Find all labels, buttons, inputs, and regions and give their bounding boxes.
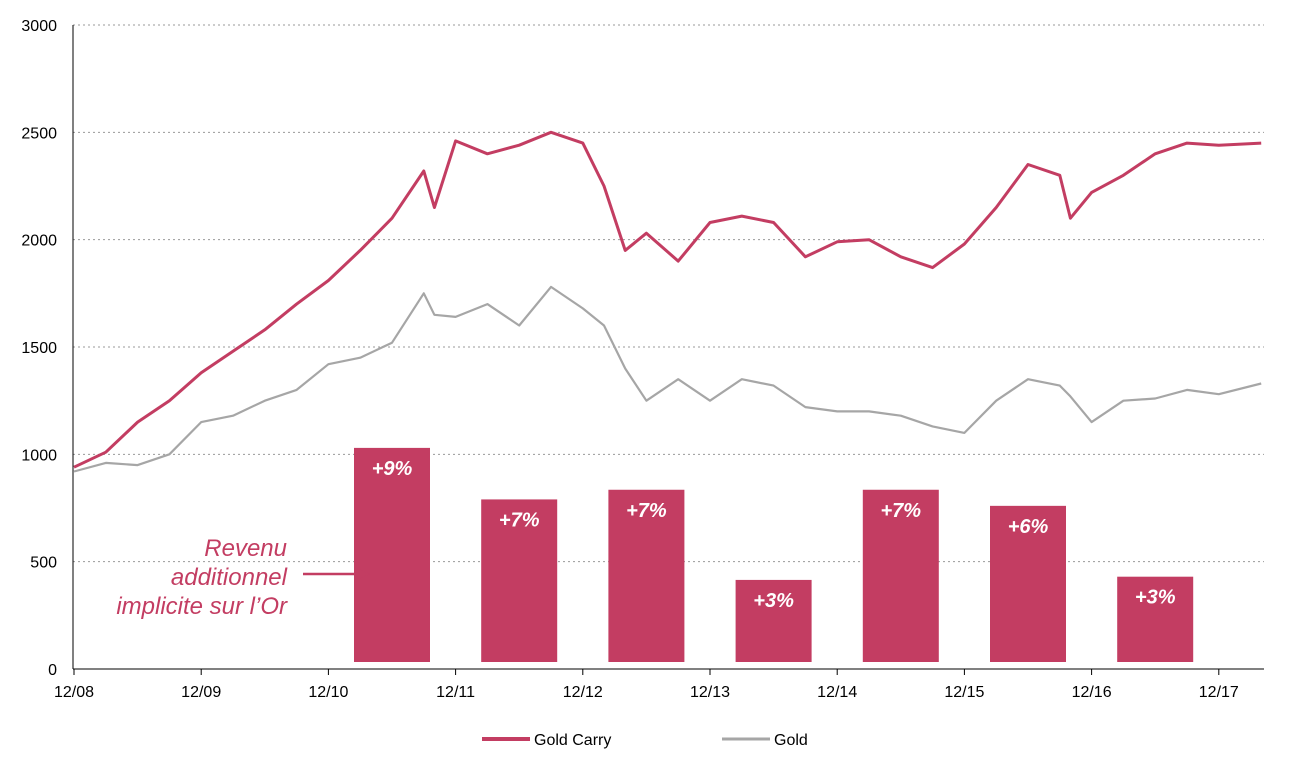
x-tick-label: 12/17 <box>1199 684 1239 701</box>
bar-data-label: +9% <box>372 458 413 480</box>
x-tick-label: 12/09 <box>181 684 221 701</box>
bar-data-label: +7% <box>626 500 667 522</box>
bars: +9% +7% +7% +3% +7% +6% +3% <box>354 447 1194 662</box>
x-tick-label: 12/12 <box>563 684 603 701</box>
y-tick-label: 0 <box>48 662 57 679</box>
y-tick-label: 2000 <box>21 233 57 250</box>
gold-carry-line <box>73 130 1262 469</box>
x-tick-label: 12/16 <box>1072 684 1112 701</box>
legend-label: Gold Carry <box>534 732 611 749</box>
x-tick-label: 12/10 <box>308 684 348 701</box>
y-tick-label: 2500 <box>21 125 57 142</box>
legend-label: Gold <box>774 732 808 749</box>
annotation-text-line: additionnel <box>171 564 288 591</box>
gold-line <box>73 285 1262 473</box>
y-tick-label: 3000 <box>21 18 57 35</box>
bar <box>1117 576 1194 662</box>
legend: Gold Carry Gold <box>482 732 808 749</box>
bar-data-label: +7% <box>881 500 922 522</box>
bar-data-label: +3% <box>753 590 794 612</box>
bar-data-label: +7% <box>499 509 540 531</box>
bar-data-label: +3% <box>1135 587 1176 609</box>
x-tick-label: 12/13 <box>690 684 730 701</box>
axes: 0 500 1000 1500 2000 2500 3000 12/08 12/09 12/10 1… <box>21 18 1264 701</box>
annotation-arrow-head <box>356 568 370 580</box>
annotation-text-line: Revenu <box>204 535 287 562</box>
x-tick-label: 12/11 <box>436 684 475 701</box>
x-tick-label: 12/08 <box>54 684 94 701</box>
bar <box>608 489 685 662</box>
bar <box>735 579 812 662</box>
annotation-text-line: implicite sur l’Or <box>116 593 288 620</box>
y-tick-label: 1500 <box>21 340 57 357</box>
y-tick-label: 500 <box>30 555 57 572</box>
bar <box>862 489 939 662</box>
bar-data-label: +6% <box>1008 516 1049 538</box>
x-tick-label: 12/15 <box>944 684 984 701</box>
grid <box>73 24 1264 563</box>
bar <box>990 505 1066 662</box>
bar <box>354 447 430 662</box>
y-tick-label: 1000 <box>21 447 57 464</box>
x-tick-label: 12/14 <box>817 684 857 701</box>
bar <box>481 499 558 662</box>
series-lines <box>73 130 1262 473</box>
